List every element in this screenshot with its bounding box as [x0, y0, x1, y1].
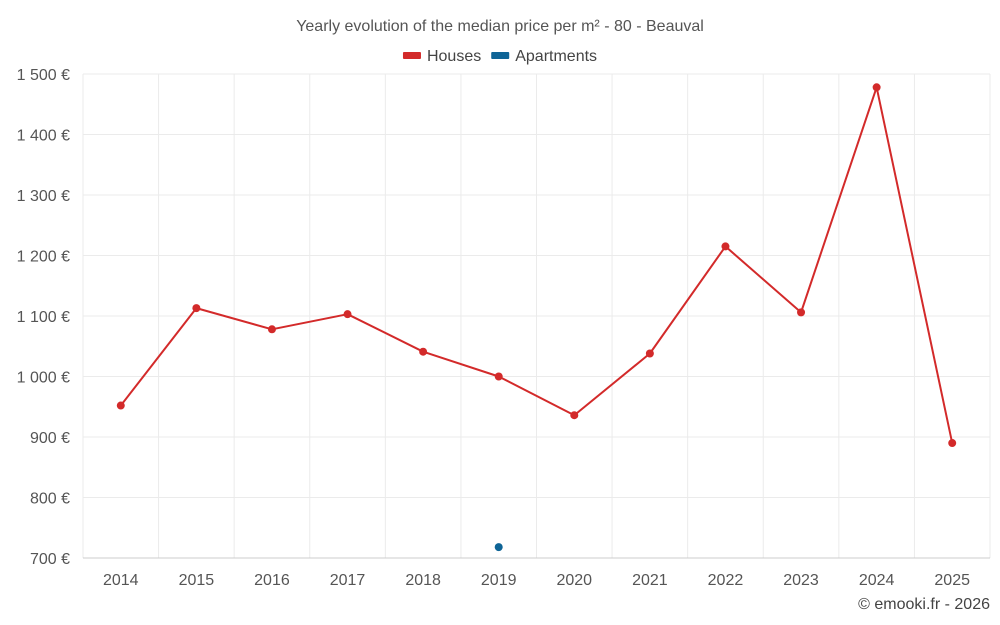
x-tick-label: 2018 [405, 572, 441, 589]
y-tick-label: 1 300 € [17, 188, 70, 205]
x-tick-label: 2021 [632, 572, 668, 589]
houses-point[interactable] [872, 83, 881, 92]
houses-point[interactable] [948, 439, 957, 448]
x-tick-label: 2017 [330, 572, 366, 589]
x-tick-label: 2024 [859, 572, 895, 589]
x-tick-label: 2015 [179, 572, 215, 589]
x-tick-label: 2022 [708, 572, 744, 589]
x-tick-label: 2020 [556, 572, 592, 589]
y-tick-label: 1 000 € [17, 370, 70, 387]
x-tick-label: 2014 [103, 572, 139, 589]
x-tick-label: 2016 [254, 572, 290, 589]
y-tick-label: 1 500 € [17, 67, 70, 84]
credit: © emooki.fr - 2026 [858, 596, 990, 613]
x-tick-label: 2023 [783, 572, 819, 589]
houses-point[interactable] [267, 325, 276, 334]
y-tick-label: 1 400 € [17, 128, 70, 145]
houses-point[interactable] [419, 347, 428, 356]
houses-point[interactable] [192, 304, 201, 313]
y-tick-label: 1 100 € [17, 309, 70, 326]
houses-point[interactable] [797, 308, 806, 317]
houses-point[interactable] [645, 349, 654, 358]
legend-item-apartments[interactable]: Apartments [491, 48, 597, 65]
houses-point[interactable] [494, 372, 503, 381]
apartments-point[interactable] [494, 543, 503, 552]
houses-point[interactable] [721, 242, 730, 251]
legend-swatch [402, 52, 421, 59]
houses-point[interactable] [116, 401, 125, 410]
x-gridlines [82, 74, 991, 558]
legend-swatch [491, 52, 510, 59]
x-tick-label: 2025 [934, 572, 970, 589]
legend-item-houses[interactable]: Houses [402, 48, 481, 65]
legend: Houses Apartments [402, 48, 597, 65]
y-tick-label: 700 € [30, 551, 70, 568]
houses-point[interactable] [343, 310, 352, 319]
y-tick-label: 900 € [30, 430, 70, 447]
houses-line [120, 86, 954, 444]
x-tick-labels: 2014 2015 2016 2017 2018 2019 2020 2021 2022 2023… [103, 572, 970, 589]
y-tick-labels: 700 € 800 € 900 € 1 000 € 1 100 € 1 200 € 1 30… [17, 67, 70, 568]
x-tick-label: 2019 [481, 572, 517, 589]
y-tick-label: 800 € [30, 491, 70, 508]
series-group [116, 83, 957, 552]
legend-label: Houses [427, 48, 481, 65]
houses-point[interactable] [570, 411, 579, 420]
legend-label: Apartments [515, 48, 597, 65]
y-tick-label: 1 200 € [17, 249, 70, 266]
chart-title: Yearly evolution of the median price per… [296, 18, 704, 35]
